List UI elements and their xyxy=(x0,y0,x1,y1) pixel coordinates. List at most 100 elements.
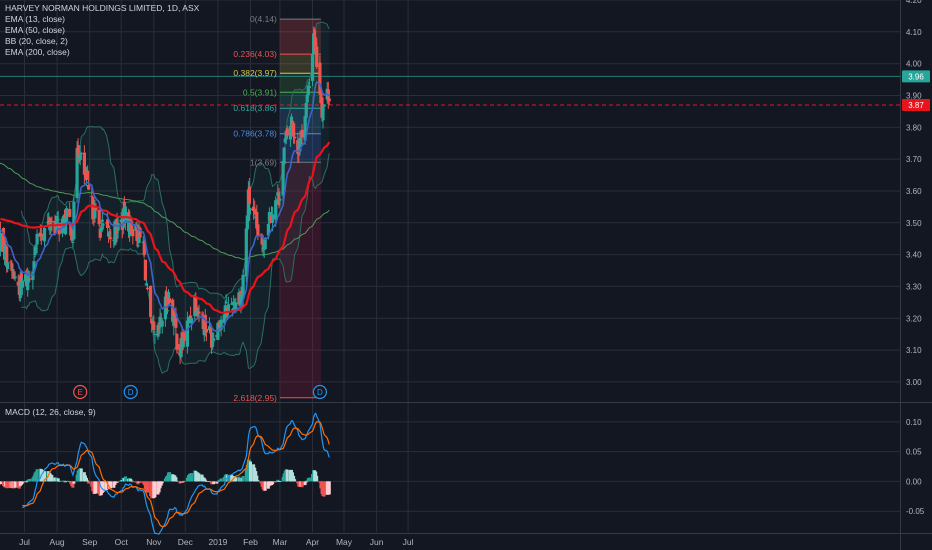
macd-hist-bar xyxy=(256,480,260,482)
macd-hist-bar xyxy=(71,481,75,488)
time-axis: Jul Aug Sep Oct Nov Dec 2019 Feb Mar Apr May Jun Jul xyxy=(19,537,414,547)
candles xyxy=(0,26,331,365)
macd-hist-bar xyxy=(116,481,120,483)
candle xyxy=(306,81,310,98)
price-tick-label: 3.80 xyxy=(906,123,922,132)
macd-hist-bar xyxy=(255,475,259,482)
macd-hist-bar xyxy=(197,473,201,482)
time-tick-label: Aug xyxy=(50,537,65,547)
candle xyxy=(39,225,43,245)
macd-hist-bar xyxy=(293,479,297,482)
macd-hist-bar xyxy=(249,461,252,482)
price-tick-label: 3.60 xyxy=(906,187,922,196)
candle xyxy=(282,146,286,166)
candle xyxy=(285,125,289,140)
candle xyxy=(244,222,248,283)
macd-hist-bar xyxy=(86,480,90,482)
candle xyxy=(131,224,135,245)
price-badge: 3.87 xyxy=(902,99,930,111)
time-tick-label: Sep xyxy=(82,537,97,547)
candle xyxy=(65,205,69,223)
macd-hist-bar xyxy=(72,481,76,484)
time-tick-label: Nov xyxy=(146,537,162,547)
macd-tick-label: 0.10 xyxy=(906,418,922,427)
macd-hist-bar xyxy=(123,476,127,482)
candle xyxy=(79,151,83,160)
candle xyxy=(232,295,236,311)
price-tick-label: 3.30 xyxy=(906,282,922,291)
macd-hist-bar xyxy=(43,471,46,482)
candle xyxy=(247,178,251,209)
macd-hist-bar xyxy=(300,481,304,488)
candle xyxy=(13,272,17,282)
macd-hist-bar xyxy=(146,481,149,493)
macd-hist-bar xyxy=(190,473,194,482)
legend-ema200[interactable]: EMA (200, close) xyxy=(5,47,70,57)
candle xyxy=(91,196,95,225)
time-tick-label: Mar xyxy=(273,537,288,547)
candle xyxy=(160,317,164,334)
price-tick-label: 3.90 xyxy=(906,92,922,101)
candle xyxy=(212,332,216,347)
price-tick-label: 4.00 xyxy=(906,60,922,69)
svg-text:E: E xyxy=(78,388,83,397)
legend-ema13[interactable]: EMA (13, close) xyxy=(5,14,65,24)
candle xyxy=(186,316,191,328)
macd-hist-bar xyxy=(65,480,69,482)
ema-13-line xyxy=(0,80,330,333)
candle xyxy=(209,326,213,334)
macd-hist-bar xyxy=(322,481,326,497)
fib-level-label: 0.5(3.91) xyxy=(243,87,277,97)
macd-legend[interactable]: MACD (12, 26, close, 9) xyxy=(5,407,96,417)
candle xyxy=(116,217,120,239)
macd-hist-bar xyxy=(50,475,54,482)
candle xyxy=(321,104,325,129)
fib-level-label: 0.236(4.03) xyxy=(233,49,277,59)
macd-hist-bar xyxy=(6,481,10,489)
candle xyxy=(49,220,53,235)
macd-hist-bar xyxy=(276,479,280,482)
macd-hist-bar xyxy=(35,469,39,482)
price-tick-label: 4.20 xyxy=(906,0,922,5)
fib-level-label: 0(4.14) xyxy=(250,14,277,24)
macd-hist-bar xyxy=(180,481,184,483)
candle xyxy=(28,271,32,283)
candle xyxy=(248,207,253,215)
time-tick-label: Oct xyxy=(115,537,129,547)
macd-hist-bar xyxy=(174,477,178,482)
macd-hist-bar xyxy=(226,474,230,482)
indicator-legend: HARVEY NORMAN HOLDINGS LIMITED, 1D, ASX … xyxy=(5,3,199,58)
macd-hist-bar xyxy=(159,481,163,486)
candle xyxy=(42,226,47,247)
macd-tick-label: 0.05 xyxy=(906,448,922,457)
macd-hist-bar xyxy=(241,476,245,482)
macd-hist-bar xyxy=(57,480,61,482)
candle xyxy=(144,279,148,286)
macd-hist-bar xyxy=(271,481,275,485)
macd-hist-bar xyxy=(285,469,289,482)
candle xyxy=(298,131,302,156)
macd-hist-bar xyxy=(275,481,279,482)
legend-ema50[interactable]: EMA (50, close) xyxy=(5,25,65,35)
candle xyxy=(33,244,37,258)
event-marker[interactable]: D xyxy=(123,384,138,400)
macd-hist-bar xyxy=(129,478,133,482)
candle xyxy=(0,227,2,257)
candle xyxy=(327,97,331,105)
time-tick-label: Dec xyxy=(178,537,194,547)
candle xyxy=(97,209,101,227)
chart-title: HARVEY NORMAN HOLDINGS LIMITED, 1D, ASX xyxy=(5,3,200,13)
event-marker[interactable]: E xyxy=(73,384,88,400)
event-marker[interactable]: D xyxy=(312,384,327,400)
macd-hist-bar xyxy=(56,478,60,482)
candle xyxy=(6,254,10,273)
macd-hist-bar xyxy=(304,481,308,483)
fib-level-label: 1(3.69) xyxy=(250,157,277,167)
candle xyxy=(304,101,308,126)
macd-tick-label: 0.00 xyxy=(906,477,922,486)
candle xyxy=(87,179,91,190)
legend-bb[interactable]: BB (20, close, 2) xyxy=(5,36,68,46)
